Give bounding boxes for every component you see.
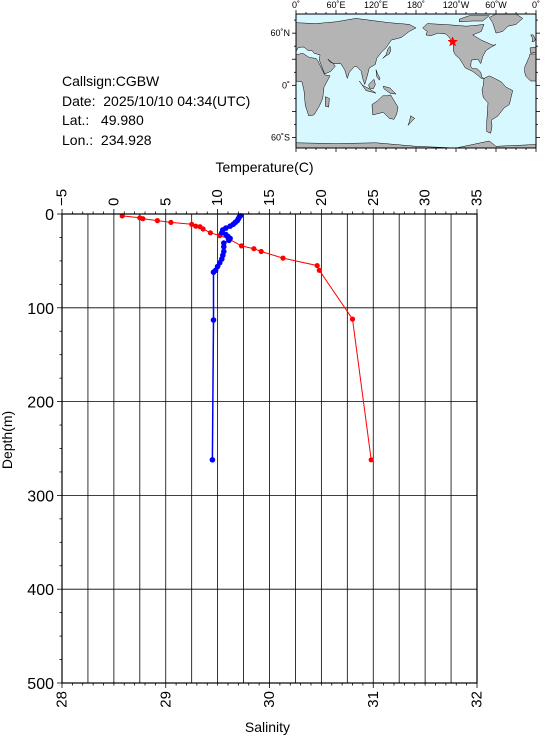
temperature-point — [280, 255, 286, 261]
salinity-point — [209, 457, 216, 463]
temperature-point — [349, 316, 356, 322]
x-bottom-axis-label: Salinity — [245, 719, 290, 735]
bottom-tick-label: 31 — [365, 691, 382, 708]
x-top-axis-label: Temperature(C) — [215, 159, 313, 175]
chart-frame — [57, 209, 478, 688]
salinity-point — [221, 244, 227, 250]
temperature-point — [207, 230, 213, 236]
temperature-point — [168, 219, 174, 225]
top-tick-label: 25 — [365, 189, 382, 206]
map-land-north-america — [422, 23, 497, 79]
map-lon-label: 60˚E — [326, 0, 345, 10]
map-lon-label: 120˚E — [364, 0, 388, 10]
map-land-japan — [382, 45, 391, 59]
callsign-label: Callsign: — [62, 73, 116, 89]
lat-value: 49.980 — [100, 112, 144, 128]
top-tick-label: 5 — [157, 198, 174, 206]
station-info: Callsign:CGBW Date: 2025/10/10 04:34(UTC… — [62, 72, 250, 150]
map-land-new-zealand — [407, 115, 416, 126]
y-tick-label: 0 — [45, 207, 54, 224]
bottom-tick-label: 28 — [54, 691, 71, 708]
temperature-point — [154, 218, 160, 224]
lat-line: Lat.: 49.980 — [62, 111, 250, 131]
date-value: 2025/10/10 04:34(UTC) — [103, 92, 251, 109]
callsign-value: CGBW — [115, 73, 160, 89]
lon-value: 234.928 — [100, 131, 152, 148]
temperature-point — [238, 243, 245, 249]
top-tick-label: 0 — [105, 198, 122, 206]
chart-grid — [61, 213, 478, 684]
chart-series — [119, 213, 374, 463]
bottom-tick-label: 29 — [157, 691, 174, 708]
temperature-line — [122, 215, 372, 460]
salinity-point — [210, 269, 217, 276]
map-lon-label: 0˚ — [292, 0, 300, 10]
map-land-new-guinea — [382, 85, 397, 95]
map-land-britain — [530, 34, 536, 43]
top-tick-label: 30 — [417, 189, 434, 206]
salinity-point — [210, 317, 217, 323]
top-tick-label: 35 — [469, 189, 486, 206]
map-land-eurasia — [295, 18, 417, 86]
map-land-greenland — [488, 13, 524, 34]
map-lon-label: 0˚ — [532, 0, 540, 10]
salinity-point — [227, 223, 233, 229]
temperature-point — [251, 246, 257, 252]
temperature-point — [258, 248, 264, 255]
map-land-australia — [371, 94, 399, 120]
map-lat-label: 60˚S — [271, 133, 290, 143]
date-label: Date: — [62, 92, 96, 109]
temperature-point — [368, 457, 374, 463]
temperature-point — [200, 226, 206, 232]
temperature-point — [140, 216, 146, 222]
y-tick-label: 400 — [27, 582, 54, 599]
map-land-africa — [295, 52, 331, 117]
salinity-point — [226, 237, 232, 244]
map-lon-label: 60˚W — [485, 0, 507, 10]
y-tick-label: 300 — [27, 488, 54, 505]
map-lon-label: 120˚W — [443, 0, 470, 10]
y-tick-label: 500 — [27, 676, 54, 693]
temperature-point — [193, 223, 199, 229]
map-lat-label: 60˚N — [270, 28, 290, 38]
temperature-point — [314, 263, 320, 269]
map-land-south-america — [481, 75, 513, 134]
temperature-point — [316, 267, 322, 273]
map-land-indonesia — [359, 80, 377, 94]
bottom-tick-label: 30 — [261, 691, 278, 708]
callsign-line: Callsign:CGBW — [62, 72, 250, 92]
map-lat-label: 0˚ — [282, 80, 290, 90]
top-tick-label: 20 — [313, 189, 330, 206]
top-tick-label: 10 — [209, 189, 226, 206]
lon-label: Lon.: — [62, 131, 94, 148]
top-tick-label: −5 — [54, 189, 71, 206]
temperature-point — [189, 221, 195, 227]
bottom-tick-label: 32 — [469, 691, 486, 708]
map-land-philippines — [375, 69, 381, 81]
lat-label: Lat.: — [62, 112, 90, 128]
date-line: Date: 2025/10/10 04:34(UTC) — [62, 92, 250, 112]
top-tick-label: 15 — [261, 189, 278, 206]
map-lon-label: 180˚ — [407, 0, 425, 10]
map-land-madagascar — [325, 96, 330, 108]
y-tick-label: 200 — [27, 395, 54, 412]
map-land-arctic-islands — [459, 15, 491, 23]
y-tick-label: 100 — [27, 301, 54, 318]
map-land-borneo — [368, 78, 376, 90]
y-axis-label: Depth(m) — [0, 411, 15, 469]
station-marker-star — [447, 36, 459, 47]
map-group: 0˚ 60˚E 120˚E 180˚ 120˚W 60˚W 0˚ 60˚N 0˚ 60˚S — [270, 0, 540, 152]
lon-line: Lon.: 234.928 — [62, 131, 250, 151]
